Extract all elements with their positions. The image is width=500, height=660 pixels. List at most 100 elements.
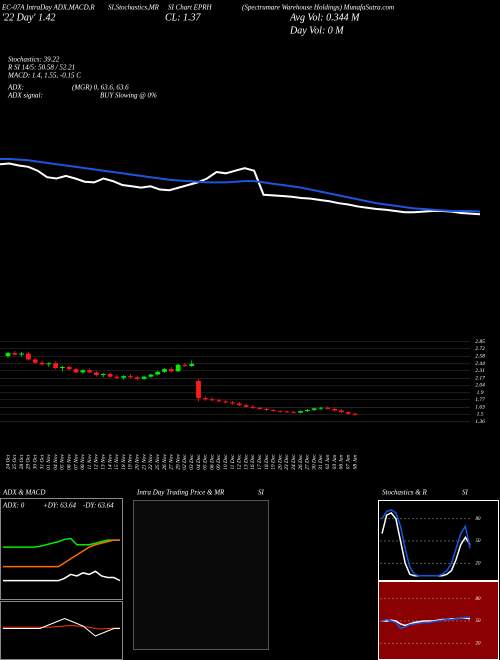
x-tick-label: 27 Dec	[305, 454, 311, 470]
header-text: '22 Day' 1.42	[2, 12, 55, 23]
y-tick-label: 80	[476, 597, 482, 602]
x-tick-label: 13 Dec	[243, 454, 249, 470]
candle-body	[270, 409, 276, 412]
x-tick-label: 06 Dec	[209, 454, 215, 470]
y-tick-label: 1.63	[475, 405, 485, 411]
x-tick-label: 21 Nov	[141, 454, 147, 470]
x-tick-label: 04 Dec	[195, 454, 202, 470]
x-tick-label: 04 Nov	[52, 454, 59, 470]
panel-title: SI	[258, 489, 265, 497]
y-tick-label: 2.85	[475, 339, 485, 345]
panel-title: SI	[462, 489, 469, 497]
candle-body	[134, 377, 140, 379]
annotation: ADX: 0	[2, 502, 25, 510]
header-text: Day Vol: 0 M	[289, 25, 344, 36]
x-tick-label: 31 Dec	[318, 454, 324, 471]
candle-body	[230, 402, 235, 404]
x-tick-label: 24 Oct	[4, 454, 11, 469]
x-tick-label: 20 Nov	[135, 454, 141, 470]
y-tick-label: 50	[476, 619, 482, 624]
candle-body	[257, 407, 263, 409]
y-tick-label: 1.9	[477, 390, 484, 396]
panel-frame	[378, 500, 499, 581]
x-tick-label: 03 Jan	[332, 454, 338, 469]
annotation: +DY: 63.64	[43, 502, 77, 510]
candle-body	[148, 374, 154, 377]
x-tick-label: 11 Nov	[87, 454, 93, 470]
x-tick-label: 18 Nov	[121, 454, 127, 470]
x-tick-label: 12 Dec	[237, 454, 243, 470]
candle-body	[345, 412, 351, 414]
candle-body	[39, 362, 45, 365]
candle-body	[12, 353, 18, 355]
candle-body	[304, 409, 310, 412]
x-tick-label: 20 Dec	[277, 454, 283, 470]
header-text: SI Chart EPRH	[168, 4, 212, 12]
x-tick-label: 28 Oct	[19, 454, 25, 469]
panel-frame	[0, 498, 123, 600]
series-line	[381, 509, 471, 577]
header-text: CL: 1.37	[165, 12, 202, 23]
panel-title: Intra Day Trading Price & MR	[136, 489, 225, 497]
stat-text: ADX:	[7, 84, 24, 92]
x-tick-label: 07 Jan	[345, 454, 351, 469]
x-tick-label: 02 Jan	[325, 454, 331, 469]
x-tick-label: 01 Nov	[46, 454, 52, 470]
x-tick-label: 02 Dec	[182, 454, 188, 470]
header-text: EC-07A IntraDay ADX,MACD,R	[1, 4, 95, 12]
header-text: (Spectrumare Warehouse Holdings) MunafaS…	[242, 4, 394, 12]
candle-body	[250, 406, 256, 408]
x-tick-label: 25 Nov	[155, 454, 161, 470]
candle-body	[60, 367, 65, 369]
x-tick-label: 10 Dec	[223, 454, 229, 470]
candle-body	[80, 370, 86, 373]
candle-body	[73, 369, 79, 373]
candle-body	[243, 405, 249, 407]
panel-frame	[133, 500, 269, 650]
candle-body	[114, 376, 120, 378]
stat-text: R SI 14/5: 50.58 / 52.21	[7, 64, 75, 72]
x-tick-label: 25 Oct	[12, 454, 18, 469]
panel-title: Stochastics & R	[382, 489, 427, 497]
x-tick-label: 16 Dec	[250, 454, 256, 470]
panel-frame	[0, 601, 123, 660]
candle-body	[311, 408, 317, 410]
stat-text: ADX signal:	[7, 92, 43, 100]
y-tick-label: 2.72	[475, 346, 485, 352]
x-tick-label: 19 Nov	[128, 454, 134, 470]
candle-body	[121, 376, 127, 378]
x-tick-label: 24 Dec	[290, 454, 297, 470]
candle-body	[352, 413, 358, 415]
stat-text: BUY Slowing @ 0%	[100, 92, 157, 100]
candle-body	[264, 408, 269, 410]
candle-body	[32, 359, 38, 363]
candle-body	[162, 369, 167, 372]
x-tick-label: 03 Dec	[189, 454, 195, 470]
candle-body	[5, 353, 11, 357]
candle-body	[216, 400, 222, 402]
y-tick-label: 1.36	[475, 419, 485, 425]
x-tick-label: 29 Oct	[26, 454, 32, 469]
stat-text: (MGR) 0, 63.6, 63.6	[72, 84, 129, 92]
y-tick-label: 1.5	[477, 412, 484, 418]
annotation: -DY: 63.64	[83, 502, 114, 510]
candle-body	[141, 376, 147, 379]
candle-body	[236, 403, 242, 406]
candle-body	[26, 353, 31, 360]
x-tick-label: 29 Nov	[175, 454, 181, 470]
candle-body	[87, 370, 93, 373]
x-tick-label: 15 Nov	[114, 454, 120, 470]
x-tick-label: 31 Oct	[39, 454, 45, 470]
x-tick-label: 22 Nov	[148, 454, 154, 470]
candle-body	[284, 411, 290, 413]
series-line	[3, 617, 120, 637]
candle-body	[318, 407, 324, 409]
candle-body	[100, 373, 106, 376]
x-tick-label: 05 Dec	[203, 454, 209, 470]
candle-body	[196, 380, 201, 399]
x-tick-label: 19 Dec	[271, 454, 277, 470]
series-line	[3, 624, 120, 630]
x-tick-label: 14 Nov	[106, 454, 113, 470]
x-tick-label: 05 Nov	[60, 454, 66, 470]
y-tick-label: 1.77	[475, 397, 485, 403]
